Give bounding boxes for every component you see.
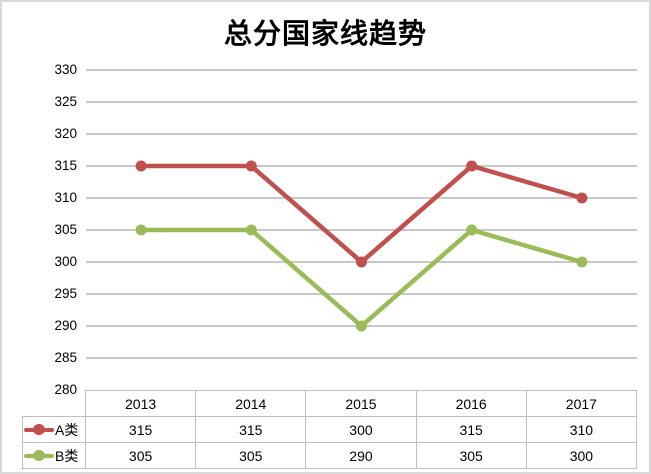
- table-cell-year: 2017: [525, 390, 638, 417]
- table-cell-value: 315: [415, 416, 527, 443]
- table-cell-value: 305: [415, 442, 527, 469]
- chart-title: 总分国家线趋势: [223, 17, 427, 50]
- data-table: 2013 2014 2015 2016 2017 A类 315 315 3: [22, 390, 638, 469]
- y-axis-tick-label: 320: [54, 126, 77, 141]
- series-line-a: [138, 163, 585, 265]
- y-axis-tick-label: 325: [54, 94, 77, 109]
- gridline: [86, 101, 637, 103]
- gridline: [86, 325, 637, 327]
- y-axis-tick-label: 305: [54, 222, 77, 237]
- y-axis-tick-label: 310: [54, 190, 77, 205]
- gridline: [86, 197, 637, 199]
- table-cell-year: 2016: [415, 390, 527, 417]
- y-axis-tick-label: 300: [54, 254, 77, 269]
- table-cell-value: 305: [84, 442, 197, 469]
- legend-item-series-a: A类: [22, 416, 86, 443]
- gridline: [86, 261, 637, 263]
- gridline: [86, 293, 637, 295]
- table-cell-value: 290: [305, 442, 417, 469]
- y-axis-tick-label: 315: [54, 158, 77, 173]
- table-cell-year: 2015: [305, 390, 417, 417]
- legend-item-series-b: B类: [22, 442, 86, 469]
- legend-label-series-b: B类: [55, 447, 79, 464]
- y-axis-tick-label: 285: [54, 350, 77, 365]
- table-cell-year: 2014: [195, 390, 307, 417]
- table-cell-value: 300: [525, 442, 638, 469]
- table-cell-value: 300: [305, 416, 417, 443]
- series-a-legend-key-icon: [24, 424, 54, 435]
- gridline: [86, 165, 637, 167]
- table-row-series-b: B类 305 305 290 305 300: [22, 442, 638, 469]
- series-b-legend-key-icon: [24, 450, 54, 461]
- table-cell-value: 310: [525, 416, 638, 443]
- table-cell-value: 315: [195, 416, 307, 443]
- gridline: [86, 69, 637, 71]
- table-row-series-a: A类 315 315 300 315 310: [22, 416, 638, 443]
- legend-label-series-a: A类: [55, 421, 79, 438]
- y-axis-tick-label: 295: [54, 286, 77, 301]
- table-cell-year: 2013: [84, 390, 197, 417]
- table-cell-value: 305: [195, 442, 307, 469]
- table-header-row: 2013 2014 2015 2016 2017: [23, 390, 638, 417]
- gridline: [86, 229, 637, 231]
- gridline: [86, 357, 637, 359]
- y-axis-tick-label: 330: [54, 62, 77, 77]
- table-corner-cell: [23, 391, 86, 417]
- table-cell-value: 315: [84, 416, 197, 443]
- y-axis-tick-label: 290: [54, 318, 77, 333]
- y-axis-tick-label: 280: [54, 382, 77, 397]
- gridline: [86, 133, 637, 135]
- series-line-b: [138, 227, 585, 329]
